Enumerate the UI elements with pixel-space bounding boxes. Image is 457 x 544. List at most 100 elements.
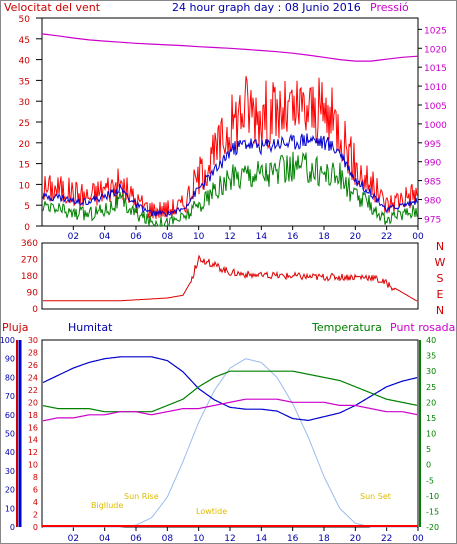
direction-y-tick: 90 xyxy=(27,289,39,299)
wind-speed-label: Velocitat del vent xyxy=(4,1,101,14)
wind-y-tick: 40 xyxy=(19,57,31,67)
humidity-y-tick: 50 xyxy=(5,430,15,439)
humidity-y-tick: 40 xyxy=(5,448,15,457)
wind-y-tick: 45 xyxy=(19,36,30,46)
compass-tick: N xyxy=(436,240,444,253)
humidity-x-tick: 16 xyxy=(287,534,299,544)
temp-y-tick: 0 xyxy=(426,461,431,470)
wind-y-tick: 35 xyxy=(19,77,30,87)
temp-y-tick: 15 xyxy=(426,414,436,423)
compass-tick: W xyxy=(435,256,446,269)
direction-plot-area xyxy=(41,242,419,310)
pressure-y-tick: 1000 xyxy=(424,121,447,131)
direction-y-tick: 0 xyxy=(32,305,38,315)
dewpoint-label: Punt rosada xyxy=(390,321,455,334)
wind-series-avg xyxy=(42,133,418,217)
temp-y-tick: 30 xyxy=(426,367,436,376)
wind-y-tick: 50 xyxy=(19,15,31,25)
rain-y-tick: 10 xyxy=(28,461,38,470)
rain-y-tick: 22 xyxy=(28,386,38,395)
rain-y-tick: 20 xyxy=(28,398,38,407)
humidity-x-tick: 22 xyxy=(381,534,392,544)
wind-x-tick: 04 xyxy=(99,232,111,242)
rain-y-tick: 14 xyxy=(28,436,38,445)
humidity-x-tick: 10 xyxy=(193,534,205,544)
pressure-y-tick: 1025 xyxy=(424,26,447,36)
humidity-y-tick: 100 xyxy=(0,336,15,345)
humidity-y-tick: 70 xyxy=(5,392,15,401)
pressure-y-tick: 1005 xyxy=(424,102,447,112)
temperature-label: Temperatura xyxy=(311,321,382,334)
rain-y-tick: 6 xyxy=(33,486,38,495)
wind-x-tick: 18 xyxy=(318,232,330,242)
humidity-y-tick: 90 xyxy=(5,355,15,364)
direction-y-tick: 360 xyxy=(21,239,38,249)
wind-x-tick: 14 xyxy=(256,232,268,242)
wind-series-low xyxy=(42,151,418,228)
wind-x-tick: 22 xyxy=(381,232,392,242)
dewpoint-line xyxy=(42,398,418,422)
rain-y-tick: 26 xyxy=(28,361,38,370)
humidity-label: Humitat xyxy=(68,321,113,334)
temperature-line xyxy=(42,370,418,413)
pressure-y-tick: 975 xyxy=(424,215,441,225)
humidity-y-tick: 80 xyxy=(5,373,15,382)
compass-tick: E xyxy=(437,288,444,301)
humidity-x-tick: 00 xyxy=(412,534,424,544)
humidity-y-tick: 10 xyxy=(5,504,15,513)
wind-x-tick: 02 xyxy=(68,232,79,242)
twilight-label: Bigllude xyxy=(91,501,123,510)
temp-y-tick: 35 xyxy=(426,352,436,361)
humidity-x-tick: 12 xyxy=(224,534,235,544)
rain-y-tick: 4 xyxy=(33,498,38,507)
temp-y-tick: -5 xyxy=(426,476,434,485)
humidity-x-tick: 02 xyxy=(68,534,79,544)
noon-label: Lowtide xyxy=(196,507,227,516)
pressure-y-tick: 1010 xyxy=(424,83,447,93)
pressure-line xyxy=(41,33,419,62)
rain-y-tick: 18 xyxy=(28,411,38,420)
rain-y-tick: 28 xyxy=(28,348,38,357)
rain-y-tick: 8 xyxy=(33,473,38,482)
pressure-y-tick: 995 xyxy=(424,140,441,150)
temp-y-tick: 20 xyxy=(426,398,436,407)
wind-plot-area xyxy=(41,17,419,227)
humidity-y-tick: 0 xyxy=(10,523,15,532)
wind-x-tick: 00 xyxy=(412,232,424,242)
rain-y-tick: 16 xyxy=(28,423,38,432)
temp-y-tick: 5 xyxy=(426,445,431,454)
rain-y-tick: 30 xyxy=(28,336,38,345)
wind-y-tick: 0 xyxy=(24,223,30,233)
humidity-y-tick: 60 xyxy=(5,411,15,420)
wind-x-tick: 16 xyxy=(287,232,299,242)
wind-chart-group: 0510152025303540455097598098599099510001… xyxy=(19,15,448,242)
wind-y-tick: 30 xyxy=(19,98,31,108)
direction-line xyxy=(43,254,418,302)
wind-x-tick: 10 xyxy=(193,232,205,242)
direction-y-tick: 180 xyxy=(21,272,38,282)
pressure-y-tick: 980 xyxy=(424,197,441,207)
temp-y-tick: 10 xyxy=(426,430,436,439)
wind-x-tick: 06 xyxy=(130,232,142,242)
direction-y-tick: 270 xyxy=(21,256,38,266)
pressure-y-tick: 990 xyxy=(424,159,441,169)
wind-y-tick: 25 xyxy=(19,119,30,129)
wind-y-tick: 15 xyxy=(19,161,30,171)
wind-x-tick: 08 xyxy=(162,232,174,242)
pressure-y-tick: 985 xyxy=(424,178,441,188)
wind-x-tick: 12 xyxy=(224,232,235,242)
humidity-x-tick: 04 xyxy=(99,534,111,544)
wind-x-tick: 20 xyxy=(350,232,362,242)
wind-series-gust xyxy=(42,75,418,219)
humidity-x-tick: 08 xyxy=(162,534,174,544)
rain-y-tick: 2 xyxy=(33,511,38,520)
humidity-y-tick: 30 xyxy=(5,467,15,476)
temp-y-tick: -10 xyxy=(426,492,439,501)
wind-y-tick: 20 xyxy=(19,140,31,150)
humidity-x-tick: 18 xyxy=(318,534,330,544)
humidity-chart-group: 0102030405060708090100024681012141618202… xyxy=(0,336,439,544)
pressure-y-tick: 1015 xyxy=(424,64,447,74)
